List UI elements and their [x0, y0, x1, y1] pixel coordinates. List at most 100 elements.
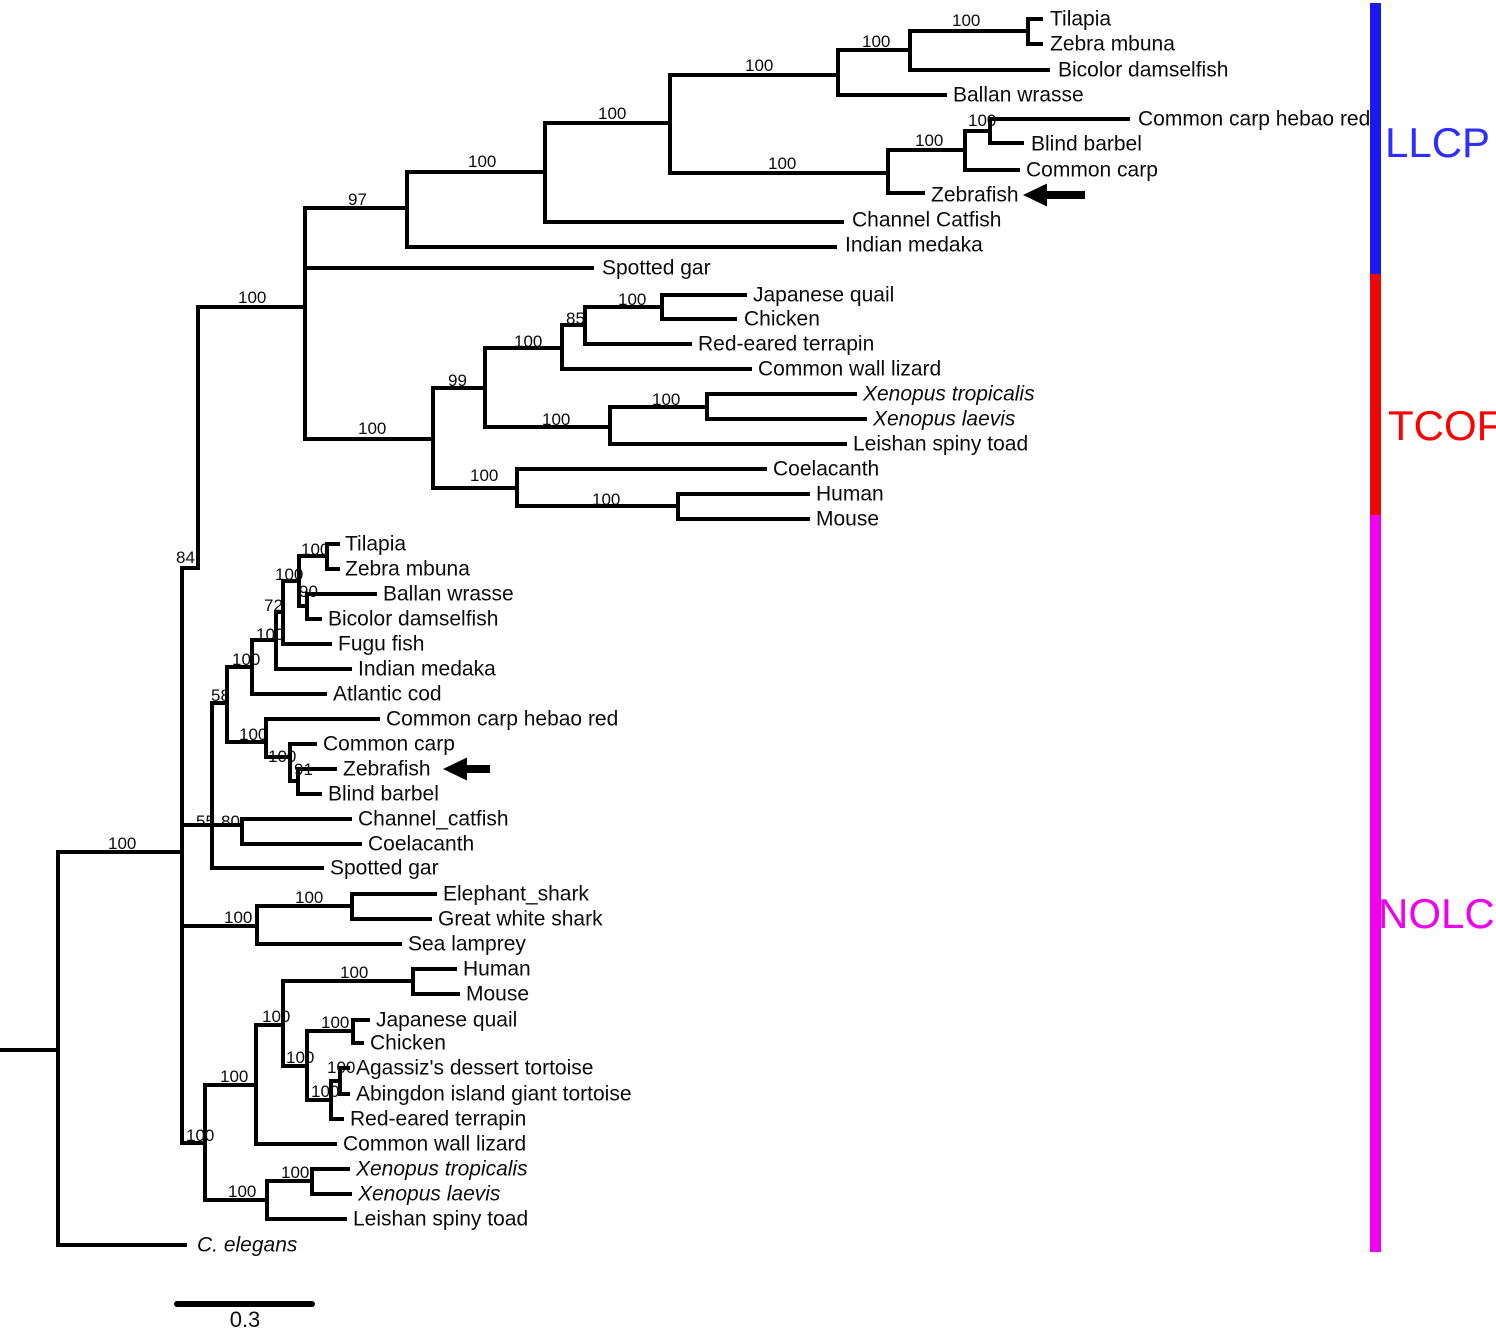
taxon-label-spotted-gar: Spotted gar	[330, 857, 439, 880]
taxon-label-tilapia: Tilapia	[345, 533, 406, 556]
left-arrow-icon	[443, 757, 490, 781]
taxon-label-japanese-quail: Japanese quail	[376, 1009, 517, 1032]
bootstrap-value: 100	[275, 565, 303, 584]
taxon-label-bicolor-damselfish: Bicolor damselfish	[328, 608, 498, 631]
taxon-label-fugu-fish: Fugu fish	[338, 633, 424, 656]
taxon-label-human: Human	[463, 958, 531, 981]
taxon-label-zebra-mbuna: Zebra mbuna	[1050, 33, 1175, 56]
taxon-label-red-eared-terrapin: Red-eared terrapin	[350, 1108, 526, 1131]
zebrafish-arrows	[443, 183, 1085, 781]
clade-bar-tcof1	[1370, 274, 1381, 515]
bootstrap-value: 100	[514, 332, 542, 351]
taxon-label-indian-medaka: Indian medaka	[358, 658, 496, 681]
bootstrap-value: 100	[228, 1182, 256, 1201]
taxon-label-ballan-wrasse: Ballan wrasse	[383, 583, 514, 606]
taxon-label-japanese-quail: Japanese quail	[753, 284, 894, 307]
bootstrap-value: 100	[745, 56, 773, 75]
taxon-label-xenopus-laevis: Xenopus laevis	[357, 1183, 501, 1206]
clade-color-bar	[1370, 3, 1381, 1252]
bootstrap-value: 84	[176, 548, 195, 567]
bootstrap-value: 100	[268, 747, 296, 766]
taxon-label-coelacanth: Coelacanth	[773, 458, 879, 481]
bootstrap-value: 100	[262, 1007, 290, 1026]
clade-label-llcp: LLCP	[1385, 119, 1490, 166]
taxon-label-tilapia: Tilapia	[1050, 8, 1111, 31]
bootstrap-value: 100	[281, 1163, 309, 1182]
bootstrap-value: 100	[295, 888, 323, 907]
taxon-label-chicken: Chicken	[744, 308, 820, 331]
bootstrap-value: 100	[652, 390, 680, 409]
bootstrap-value: 100	[321, 1013, 349, 1032]
bootstrap-value: 97	[348, 190, 367, 209]
taxon-label-chicken: Chicken	[370, 1032, 446, 1055]
bootstrap-value: 100	[220, 1067, 248, 1086]
bootstrap-value: 100	[592, 490, 620, 509]
bootstrap-value: 91	[294, 760, 313, 779]
taxon-label-great-white-shark: Great white shark	[438, 908, 603, 931]
bootstrap-value: 100	[238, 288, 266, 307]
taxon-label-zebra-mbuna: Zebra mbuna	[345, 558, 470, 581]
bootstrap-value: 100	[598, 104, 626, 123]
bootstrap-value: 85	[566, 309, 585, 328]
bootstrap-value: 100	[186, 1126, 214, 1145]
bootstrap-value: 90	[299, 582, 318, 601]
taxon-label-common-wall-lizard: Common wall lizard	[343, 1133, 526, 1156]
bootstrap-value: 72	[264, 596, 283, 615]
clade-bar-llcp	[1370, 3, 1381, 274]
tree-branches	[0, 17, 1130, 1247]
taxon-label-spotted-gar: Spotted gar	[602, 257, 711, 280]
taxon-label-mouse: Mouse	[466, 983, 529, 1006]
bootstrap-value: 55	[196, 812, 215, 831]
bootstrap-value: 100	[952, 11, 980, 30]
taxon-label-blind-barbel: Blind barbel	[328, 783, 439, 806]
clade-labels: LLCP TCOF1 NOLC1	[1378, 119, 1496, 937]
taxon-label-human: Human	[816, 483, 884, 506]
bootstrap-value: 100	[862, 32, 890, 51]
bootstrap-value: 100	[340, 963, 368, 982]
bootstrap-value: 100	[239, 725, 267, 744]
bootstrap-value: 100	[232, 650, 260, 669]
taxon-label-bicolor-damselfish: Bicolor damselfish	[1058, 59, 1228, 82]
clade-bar-nolc1	[1370, 515, 1381, 1252]
taxon-label-ballan-wrasse: Ballan wrasse	[953, 84, 1084, 107]
taxon-label-zebrafish: Zebrafish	[931, 184, 1019, 207]
clade-label-tcof1: TCOF1	[1388, 402, 1496, 449]
bootstrap-value: 100	[224, 908, 252, 927]
bootstrap-value: 100	[108, 834, 136, 853]
bootstrap-value: 100	[468, 152, 496, 171]
taxon-label-indian-medaka: Indian medaka	[845, 234, 983, 257]
taxon-label-sea-lamprey: Sea lamprey	[408, 933, 526, 956]
taxon-label-common-carp-hebao-red: Common carp hebao red	[1138, 108, 1370, 131]
scale-bar-label: 0.3	[230, 1307, 261, 1330]
bootstrap-value: 100	[618, 290, 646, 309]
taxon-label-blind-barbel: Blind barbel	[1031, 133, 1142, 156]
taxon-label-xenopus-laevis: Xenopus laevis	[872, 408, 1016, 431]
bootstrap-value: 100	[311, 1082, 339, 1101]
bootstrap-value: 100	[915, 131, 943, 150]
taxon-label-zebrafish: Zebrafish	[343, 758, 431, 781]
taxon-label-xenopus-tropicalis: Xenopus tropicalis	[862, 383, 1035, 406]
taxon-label-xenopus-tropicalis: Xenopus tropicalis	[355, 1158, 528, 1181]
taxon-label-abingdon-island-giant-tortoise: Abingdon island giant tortoise	[356, 1083, 632, 1106]
taxon-label-elephant-shark: Elephant_shark	[443, 883, 589, 906]
bootstrap-value: 100	[968, 111, 996, 130]
bootstrap-value: 80	[221, 812, 240, 831]
taxon-label-leishan-spiny-toad: Leishan spiny toad	[853, 433, 1028, 456]
bootstrap-value: 100	[286, 1048, 314, 1067]
taxon-label-channel-catfish: Channel_catfish	[358, 808, 509, 831]
taxon-label-channel-catfish: Channel Catfish	[852, 209, 1001, 232]
taxon-label-mouse: Mouse	[816, 508, 879, 531]
bootstrap-value: 58	[211, 686, 230, 705]
bootstrap-value: 100	[327, 1058, 355, 1077]
bootstrap-value: 100	[470, 466, 498, 485]
taxon-label-common-carp: Common carp	[1026, 159, 1158, 182]
clade-label-nolc1: NOLC1	[1378, 890, 1496, 937]
taxon-label-red-eared-terrapin: Red-eared terrapin	[698, 333, 874, 356]
bootstrap-value: 100	[301, 540, 329, 559]
bootstrap-value: 100	[358, 419, 386, 438]
taxon-label-coelacanth: Coelacanth	[368, 833, 474, 856]
